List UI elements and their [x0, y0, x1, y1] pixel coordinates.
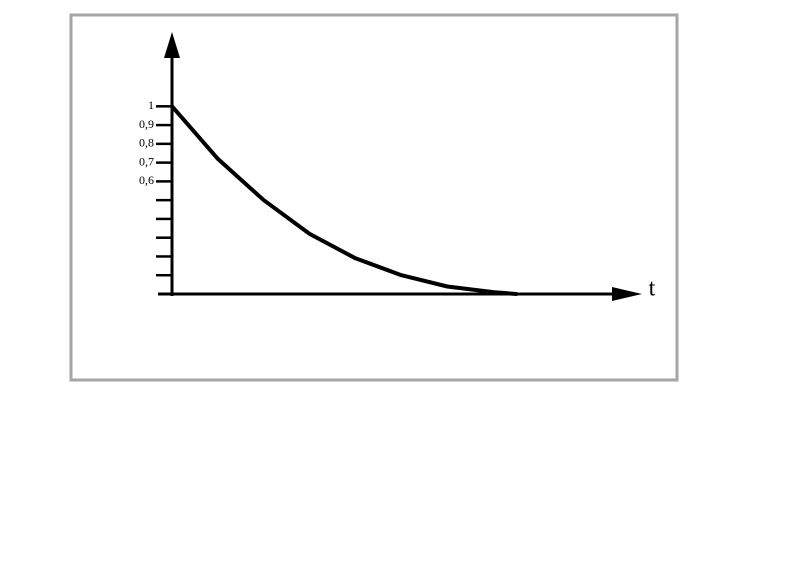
frame [69, 13, 679, 382]
y-tick-label: 0,9 [139, 117, 154, 131]
y-axis-arrow [164, 32, 180, 58]
y-tick-label: 1 [148, 98, 154, 112]
curve [170, 104, 519, 296]
y-tick-label: 0,7 [139, 154, 154, 168]
y-tick-label: 0,6 [139, 173, 154, 187]
x-axis-arrow [612, 287, 642, 301]
y-tick-label: 0,8 [139, 136, 154, 150]
x-axis-label: t [649, 276, 656, 302]
